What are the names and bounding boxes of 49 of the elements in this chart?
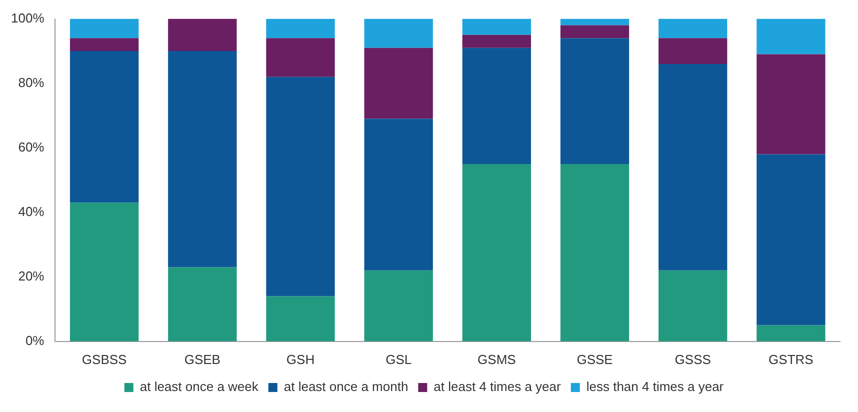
legend-label: at least once a week xyxy=(140,379,259,394)
bar xyxy=(70,202,139,342)
bar xyxy=(560,38,630,164)
x-tick-label: GSTRS xyxy=(768,352,814,367)
x-tick-label: GSMS xyxy=(478,352,516,367)
bar xyxy=(364,118,433,270)
bar xyxy=(462,34,532,48)
bar xyxy=(70,38,139,52)
bar xyxy=(658,18,728,38)
bar xyxy=(70,51,139,203)
bar xyxy=(658,270,728,342)
x-tick-label: GSL xyxy=(386,352,412,367)
bar xyxy=(462,48,532,164)
x-tick-label: GSEB xyxy=(184,352,220,367)
bar xyxy=(756,54,826,154)
bar xyxy=(658,64,728,270)
bar xyxy=(560,18,630,26)
legend-label: at least once a month xyxy=(284,379,408,394)
y-tick-label: 60% xyxy=(18,139,45,154)
x-tick-label: GSBSS xyxy=(82,352,128,367)
bar xyxy=(266,296,335,342)
bar xyxy=(560,25,630,38)
bar xyxy=(364,48,433,119)
bar xyxy=(168,18,237,52)
y-tick-label: 0% xyxy=(25,332,45,348)
bar xyxy=(266,76,335,296)
bar xyxy=(364,18,433,48)
y-tick-label: 20% xyxy=(18,268,45,284)
bar xyxy=(756,325,826,342)
bar xyxy=(266,18,335,38)
x-tick-label: GSH xyxy=(286,352,315,367)
y-tick-label: 100% xyxy=(11,10,45,26)
bar xyxy=(168,51,237,268)
bar xyxy=(560,164,630,342)
y-tick-label: 40% xyxy=(18,204,45,219)
bar xyxy=(462,18,532,35)
bar xyxy=(462,164,532,342)
legend-label: less than 4 times a year xyxy=(586,379,724,394)
bar xyxy=(756,18,826,54)
bar xyxy=(266,38,335,77)
bar xyxy=(168,267,237,342)
x-tick-label: GSSE xyxy=(576,352,614,367)
legend-label: at least 4 times a year xyxy=(434,379,562,394)
x-tick-label: GSSS xyxy=(674,352,712,367)
bar xyxy=(70,18,139,38)
bar xyxy=(364,270,433,342)
y-tick-label: 80% xyxy=(18,74,45,90)
bar xyxy=(756,154,826,326)
bar xyxy=(658,38,728,64)
